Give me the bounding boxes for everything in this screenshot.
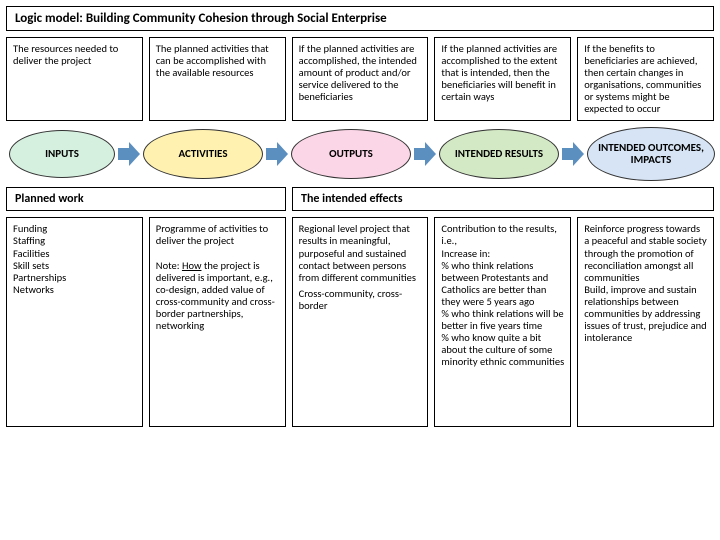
description-row: The resources needed to deliver the proj… [6,37,714,121]
ellipse-intended-results: INTENDED RESULTS [439,129,559,179]
activities-note: Note: How the project is delivered is im… [156,260,279,332]
arrow-right-icon [414,142,436,166]
arrow-right-icon [266,142,288,166]
section-label-row: Planned work The intended effects [6,187,714,211]
desc-box-1: The planned activities that can be accom… [149,37,286,121]
results-p1: Contribution to the results, i.e., [441,223,564,247]
results-p2: Increase in: [441,248,564,260]
note-underlined: How [182,259,202,272]
arrow-right-icon [562,142,584,166]
outcomes-p1: Reinforce progress towards a peaceful an… [584,223,707,283]
inputs-line: Partnerships [13,272,136,284]
detail-row: FundingStaffingFacilitiesSkill setsPartn… [6,217,714,427]
desc-box-4: If the benefits to beneficiaries are ach… [577,37,714,121]
detail-box-outcomes: Reinforce progress towards a peaceful an… [577,217,714,427]
section-planned-work: Planned work [6,187,286,211]
section-intended-effects: The intended effects [292,187,714,211]
results-p3: % who think relations between Protestant… [441,260,564,308]
detail-box-inputs: FundingStaffingFacilitiesSkill setsPartn… [6,217,143,427]
inputs-line: Staffing [13,235,136,247]
title-text: Logic model: Building Community Cohesion… [15,11,387,26]
desc-box-2: If the planned activities are accomplish… [292,37,429,121]
results-p5: % who know quite a bit about the culture… [441,332,564,368]
ellipse-flow-row: INPUTS ACTIVITIES OUTPUTS INTENDED RESULTS I… [6,127,714,181]
activities-p1: Programme of activities to deliver the p… [156,223,279,247]
detail-box-outputs: Regional level project that results in m… [292,217,429,427]
arrow-right-icon [118,142,140,166]
title-bar: Logic model: Building Community Cohesion… [6,6,714,31]
inputs-line: Facilities [13,248,136,260]
outputs-p1: Regional level project that results in m… [299,223,422,283]
desc-box-3: If the planned activities are accomplish… [434,37,571,121]
ellipse-intended-outcomes-impacts: INTENDED OUTCOMES, IMPACTS [587,127,715,181]
results-p4: % who think relations will be better in … [441,308,564,332]
ellipse-activities: ACTIVITIES [143,129,263,179]
detail-box-activities: Programme of activities to deliver the p… [149,217,286,427]
detail-box-results: Contribution to the results, i.e., Incre… [434,217,571,427]
inputs-line: Skill sets [13,260,136,272]
note-pre: Note: [156,259,182,272]
outputs-p2: Cross-community, cross-border [299,288,422,312]
desc-box-0: The resources needed to deliver the proj… [6,37,143,121]
inputs-line: Networks [13,284,136,296]
ellipse-inputs: INPUTS [9,130,115,178]
outcomes-p2: Build, improve and sustain relationships… [584,284,707,344]
ellipse-outputs: OUTPUTS [291,129,411,179]
